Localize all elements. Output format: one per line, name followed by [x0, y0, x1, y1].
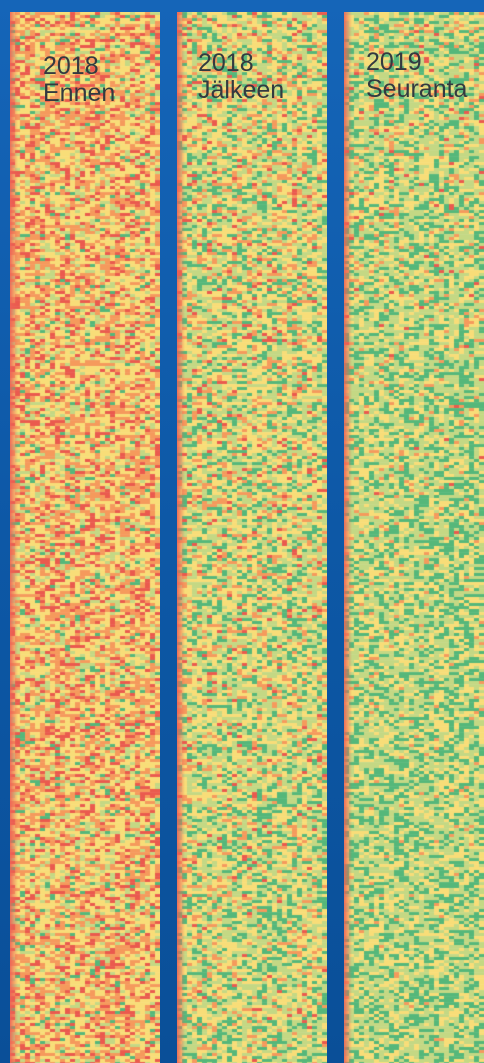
- panel-edge: [10, 12, 18, 1063]
- panel-label-2019-seuranta: 2019 Seuranta: [366, 49, 467, 103]
- heatmap-cells-2018-jalkeen: [177, 12, 327, 1063]
- panel-year: 2018: [198, 49, 254, 77]
- heatmap-panel-2018-ennen: [10, 12, 160, 1063]
- heatmap-panel-2019-seuranta: [344, 12, 484, 1063]
- panel-edge: [177, 12, 185, 1063]
- heatmap-panel-2018-jalkeen: [177, 12, 327, 1063]
- panel-edge: [344, 12, 352, 1063]
- panel-phase: Seuranta: [366, 75, 468, 103]
- panel-year: 2018: [43, 52, 99, 80]
- panel-label-2018-ennen: 2018 Ennen: [43, 53, 115, 107]
- heatmap-cells-2018-ennen: [10, 12, 160, 1063]
- heatmap-cells-2019-seuranta: [344, 12, 484, 1063]
- panel-label-2018-jalkeen: 2018 Jälkeen: [198, 50, 284, 104]
- panel-phase: Ennen: [43, 79, 116, 107]
- panel-year: 2019: [366, 48, 422, 76]
- panel-phase: Jälkeen: [198, 76, 285, 104]
